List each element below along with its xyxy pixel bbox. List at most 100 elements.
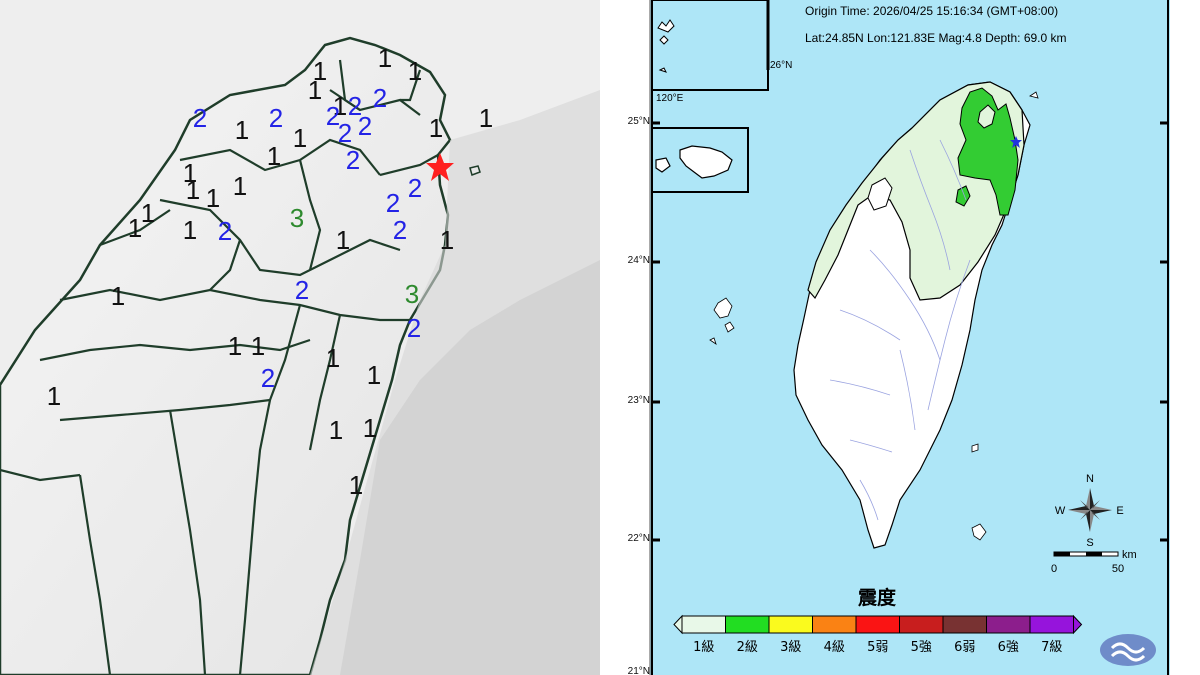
- legend-swatch: [812, 615, 857, 634]
- station-intensity-label: 2: [218, 216, 232, 246]
- lat-ticks: [652, 121, 1168, 542]
- station-intensity-label: 1: [349, 470, 363, 500]
- lat-label-23: 23°N: [627, 395, 650, 406]
- lat-label-24: 24°N: [627, 255, 650, 266]
- compass-w-label: W: [1055, 505, 1066, 517]
- inset-map-top: [651, 0, 770, 91]
- station-intensity-label: 1: [128, 213, 142, 243]
- station-intensity-label: 1: [408, 56, 422, 86]
- compass-e-label: E: [1116, 505, 1123, 517]
- legend-swatch: [942, 615, 987, 634]
- station-intensity-label: 2: [393, 215, 407, 245]
- station-intensity-label: 1: [329, 415, 343, 445]
- location-text: Lat:24.85N Lon:121.83E Mag:4.8 Depth: 69…: [805, 31, 1067, 45]
- legend-level-label: 4級: [824, 640, 845, 655]
- origin-time-text: Origin Time: 2026/04/25 15:16:34 (GMT+08…: [805, 4, 1059, 18]
- station-intensity-label: 3: [405, 279, 419, 309]
- scale-bar: 0 50 km: [1051, 549, 1137, 575]
- station-intensity-label: 1: [367, 360, 381, 390]
- intensity-2-inner: [977, 104, 996, 129]
- legend-swatch: [986, 615, 1031, 634]
- lat-label-22: 22°N: [627, 533, 650, 544]
- inset-lon-label: 120°E: [656, 93, 684, 104]
- contour-map-canvas: N S E W 0 50 km 1級 2級 3級 4級 5弱 5強 6弱 6強 7級: [649, 0, 1170, 675]
- station-intensity-label: 1: [47, 381, 61, 411]
- station-intensity-label: 1: [235, 115, 249, 145]
- epicenter-star-icon: [1010, 136, 1022, 148]
- station-intensity-label: 1: [251, 331, 265, 361]
- station-intensity-label: 1: [313, 56, 327, 86]
- station-intensity-label: 3: [290, 203, 304, 233]
- legend-swatch: [768, 615, 813, 634]
- rivers: [829, 139, 971, 521]
- station-intensity-label: 1: [326, 343, 340, 373]
- epicenter-star-icon: [426, 153, 454, 181]
- station-intensity-label: 1: [333, 91, 347, 121]
- legend-level-label: 6弱: [954, 640, 975, 655]
- station-intensity-label: 1: [378, 43, 392, 73]
- legend-level-label: 1級: [693, 640, 714, 655]
- station-intensity-label: 1: [267, 141, 281, 171]
- station-intensity-label: 1: [440, 225, 454, 255]
- scale-tick-50: 50: [1112, 563, 1124, 575]
- legend-swatch: [725, 615, 770, 634]
- station-intensity-label: 1: [186, 175, 200, 205]
- station-intensity-label: 2: [193, 103, 207, 133]
- map-frame: [649, 0, 1169, 675]
- legend-level-label: 6強: [998, 640, 1019, 655]
- station-intensity-label: 2: [346, 145, 360, 175]
- lat-label-25: 25°N: [627, 116, 650, 127]
- legend-swatch: [1029, 615, 1074, 634]
- intensity-2-area-small: [955, 185, 971, 207]
- station-intensity-label: 2: [407, 313, 421, 343]
- station-intensity-label: 1: [293, 123, 307, 153]
- station-intensity-label: 1: [183, 158, 197, 188]
- small-islands: [709, 91, 1039, 541]
- compass-rose-icon: N S E W: [1055, 473, 1124, 549]
- scale-unit: km: [1122, 549, 1137, 561]
- station-intensity-label: 1: [206, 183, 220, 213]
- land-area: [0, 36, 452, 675]
- inset-map-kinmen: [651, 127, 749, 193]
- station-intensity-label: 2: [358, 111, 372, 141]
- intensity-2-area: [957, 87, 1019, 216]
- station-intensity-label: 2: [373, 83, 387, 113]
- intensity-contour-map: N S E W 0 50 km 1級 2級 3級 4級 5弱 5強 6弱 6強 7級 Origi…: [610, 0, 1200, 675]
- station-intensity-label: 1: [111, 281, 125, 311]
- station-intensity-label: 1: [308, 75, 322, 105]
- station-intensity-label: 2: [295, 275, 309, 305]
- offshore-island: [469, 165, 481, 176]
- legend-level-label: 5強: [911, 640, 932, 655]
- compass-s-label: S: [1086, 537, 1093, 549]
- compass-n-label: N: [1086, 473, 1094, 485]
- station-intensity-label: 1: [479, 103, 493, 133]
- legend-level-label: 3級: [780, 640, 801, 655]
- station-intensity-label: 1: [336, 225, 350, 255]
- station-intensity-label: 2: [348, 91, 362, 121]
- inset-lat-label: 26°N: [770, 60, 793, 71]
- station-intensity-label: 1: [363, 413, 377, 443]
- legend-level-label: 5弱: [867, 640, 888, 655]
- station-intensity-label: 2: [269, 103, 283, 133]
- station-intensity-label: 2: [261, 363, 275, 393]
- station-intensity-label: 1: [233, 171, 247, 201]
- station-intensity-label: 1: [183, 215, 197, 245]
- station-intensity-label: 2: [326, 101, 340, 131]
- station-intensity-label: 2: [338, 118, 352, 148]
- intensity-gap: [867, 177, 893, 211]
- mountain-relief-2: [340, 260, 600, 675]
- boundary-lines: [0, 59, 439, 675]
- legend-arrow-right: [1073, 614, 1083, 635]
- legend-swatch: [681, 615, 726, 634]
- legend-level-label: 2級: [737, 640, 758, 655]
- station-intensity-label: 1: [141, 198, 155, 228]
- station-intensity-label: 1: [228, 331, 242, 361]
- station-intensity-label: 2: [386, 188, 400, 218]
- lat-label-21: 21°N: [627, 666, 650, 675]
- legend-swatch: [855, 615, 900, 634]
- station-intensity-label: 1: [429, 113, 443, 143]
- legend-swatch: [899, 615, 944, 634]
- intensity-legend-bar: 1級 2級 3級 4級 5弱 5強 6弱 6強 7級: [673, 614, 1083, 655]
